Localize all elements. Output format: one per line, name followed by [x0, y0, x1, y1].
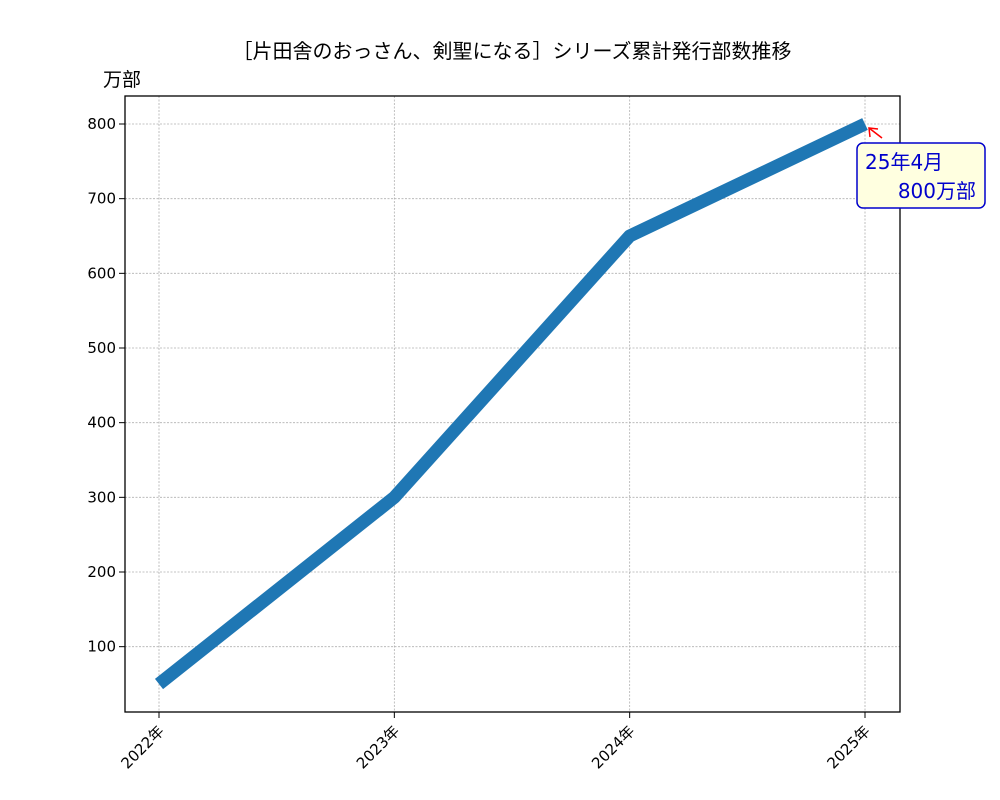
series-line [154, 118, 868, 690]
y-axis-unit-label: 万部 [103, 69, 141, 91]
annotation-arrowhead [868, 127, 879, 138]
y-tick-label: 300 [87, 488, 116, 506]
y-tick-label: 400 [87, 414, 116, 432]
series-layer [154, 118, 868, 690]
y-tick-label: 800 [87, 115, 116, 133]
y-axis: 100 200 300 400 500 600 700 800 [87, 115, 125, 656]
y-tick-label: 500 [87, 339, 116, 357]
y-tick-label: 100 [87, 638, 116, 656]
annotation-text-line-1: 25年4月 [865, 150, 943, 174]
y-tick-label: 200 [87, 563, 116, 581]
annotation-arrow [868, 127, 883, 139]
annotation-box [856, 142, 986, 209]
peak-annotation: 25年4月 800万部 [856, 127, 986, 209]
y-tick-label: 700 [87, 190, 116, 208]
y-tick-label: 600 [87, 264, 116, 282]
annotation-text-line-2: 800万部 [898, 179, 976, 203]
chart-title: ［片田舎のおっさん、剣聖になる］シリーズ累計発行部数推移 [233, 39, 792, 63]
plot-frame [124, 95, 901, 713]
